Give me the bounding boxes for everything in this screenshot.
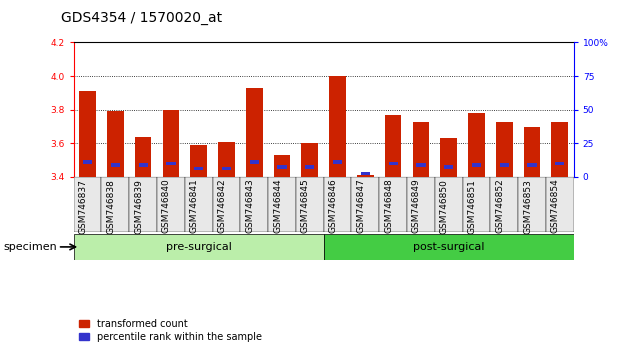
Text: GSM746851: GSM746851 — [467, 179, 476, 234]
Text: GSM746850: GSM746850 — [440, 179, 449, 234]
Text: GSM746840: GSM746840 — [162, 179, 171, 233]
Bar — [135, 137, 151, 177]
FancyBboxPatch shape — [74, 234, 324, 260]
Text: GSM746844: GSM746844 — [273, 179, 282, 233]
Text: GSM746842: GSM746842 — [217, 179, 226, 233]
Bar — [329, 76, 346, 177]
Bar — [83, 160, 92, 164]
FancyBboxPatch shape — [324, 234, 574, 260]
Bar — [472, 164, 481, 167]
Bar — [167, 162, 176, 165]
FancyBboxPatch shape — [407, 177, 435, 232]
FancyBboxPatch shape — [240, 177, 268, 232]
FancyBboxPatch shape — [101, 177, 129, 232]
Bar — [246, 88, 263, 177]
Bar — [444, 165, 453, 169]
Text: pre-surgical: pre-surgical — [166, 242, 231, 252]
FancyBboxPatch shape — [268, 177, 296, 232]
Bar — [524, 126, 540, 177]
Legend: transformed count, percentile rank within the sample: transformed count, percentile rank withi… — [76, 315, 265, 346]
FancyBboxPatch shape — [490, 177, 518, 232]
Text: GSM746843: GSM746843 — [246, 179, 254, 233]
Text: GSM746837: GSM746837 — [79, 179, 88, 234]
Bar — [107, 112, 124, 177]
Bar — [555, 162, 564, 165]
FancyBboxPatch shape — [351, 177, 379, 232]
Bar — [278, 165, 287, 169]
Bar — [222, 167, 231, 170]
Text: GSM746849: GSM746849 — [412, 179, 421, 233]
Bar — [218, 142, 235, 177]
Bar — [388, 162, 397, 165]
Bar — [305, 165, 314, 169]
Text: specimen: specimen — [3, 242, 57, 252]
Bar — [551, 121, 568, 177]
Text: GSM746847: GSM746847 — [356, 179, 365, 233]
FancyBboxPatch shape — [213, 177, 240, 232]
Bar — [274, 155, 290, 177]
Bar — [357, 175, 374, 177]
Bar — [190, 145, 207, 177]
Bar — [79, 91, 96, 177]
FancyBboxPatch shape — [157, 177, 185, 232]
Bar — [468, 113, 485, 177]
Text: GSM746839: GSM746839 — [134, 179, 143, 234]
Bar — [440, 138, 457, 177]
Bar — [361, 172, 370, 176]
Text: post-surgical: post-surgical — [413, 242, 485, 252]
Text: GSM746845: GSM746845 — [301, 179, 310, 233]
Bar — [417, 164, 426, 167]
Bar — [301, 143, 318, 177]
Text: GSM746841: GSM746841 — [190, 179, 199, 233]
FancyBboxPatch shape — [435, 177, 463, 232]
FancyBboxPatch shape — [518, 177, 546, 232]
Bar — [496, 121, 513, 177]
Bar — [250, 160, 259, 164]
FancyBboxPatch shape — [379, 177, 407, 232]
FancyBboxPatch shape — [296, 177, 324, 232]
Bar — [500, 164, 509, 167]
FancyBboxPatch shape — [74, 177, 101, 232]
Text: GSM746852: GSM746852 — [495, 179, 504, 233]
Text: GSM746848: GSM746848 — [384, 179, 393, 233]
Bar — [385, 115, 401, 177]
FancyBboxPatch shape — [185, 177, 213, 232]
Text: GSM746854: GSM746854 — [551, 179, 560, 233]
Bar — [163, 110, 179, 177]
Text: GSM746853: GSM746853 — [523, 179, 532, 234]
Text: GSM746838: GSM746838 — [106, 179, 115, 234]
Bar — [111, 164, 120, 167]
Bar — [528, 164, 537, 167]
Bar — [333, 160, 342, 164]
Bar — [138, 164, 147, 167]
Bar — [194, 167, 203, 170]
FancyBboxPatch shape — [546, 177, 574, 232]
FancyBboxPatch shape — [463, 177, 490, 232]
Text: GDS4354 / 1570020_at: GDS4354 / 1570020_at — [61, 11, 222, 25]
FancyBboxPatch shape — [324, 177, 351, 232]
FancyBboxPatch shape — [129, 177, 157, 232]
Bar — [413, 121, 429, 177]
Text: GSM746846: GSM746846 — [329, 179, 338, 233]
